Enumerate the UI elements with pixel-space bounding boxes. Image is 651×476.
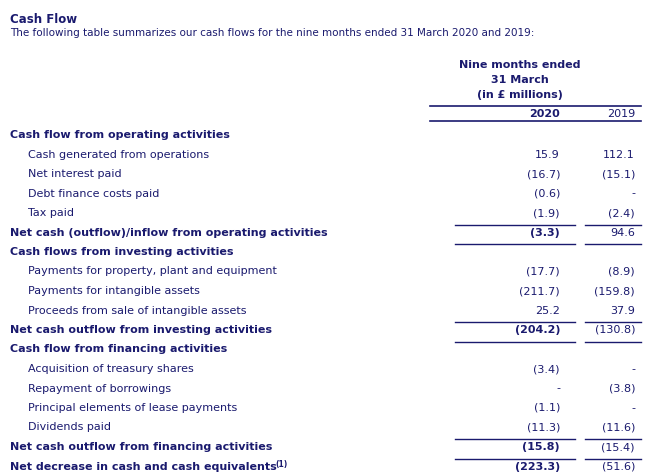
Text: (15.4): (15.4) <box>602 441 635 451</box>
Text: 2019: 2019 <box>607 109 635 119</box>
Text: (204.2): (204.2) <box>514 324 560 334</box>
Text: -: - <box>631 402 635 412</box>
Text: Cash flow from financing activities: Cash flow from financing activities <box>10 344 227 354</box>
Text: 112.1: 112.1 <box>603 149 635 159</box>
Text: (1.1): (1.1) <box>534 402 560 412</box>
Text: Net cash outflow from investing activities: Net cash outflow from investing activiti… <box>10 324 272 334</box>
Text: (211.7): (211.7) <box>519 286 560 296</box>
Text: Tax paid: Tax paid <box>28 208 74 218</box>
Text: (2.4): (2.4) <box>609 208 635 218</box>
Text: (8.9): (8.9) <box>609 266 635 276</box>
Text: (11.3): (11.3) <box>527 422 560 432</box>
Text: (15.1): (15.1) <box>602 169 635 178</box>
Text: (3.3): (3.3) <box>531 227 560 237</box>
Text: Net cash outflow from financing activities: Net cash outflow from financing activiti… <box>10 441 272 451</box>
Text: (223.3): (223.3) <box>515 461 560 470</box>
Text: Cash Flow: Cash Flow <box>10 13 77 26</box>
Text: (17.7): (17.7) <box>527 266 560 276</box>
Text: -: - <box>556 383 560 393</box>
Text: (in £ millions): (in £ millions) <box>477 90 563 100</box>
Text: Payments for intangible assets: Payments for intangible assets <box>28 286 200 296</box>
Text: Acquisition of treasury shares: Acquisition of treasury shares <box>28 363 194 373</box>
Text: The following table summarizes our cash flows for the nine months ended 31 March: The following table summarizes our cash … <box>10 28 534 38</box>
Text: (159.8): (159.8) <box>594 286 635 296</box>
Text: Proceeds from sale of intangible assets: Proceeds from sale of intangible assets <box>28 305 247 315</box>
Text: Payments for property, plant and equipment: Payments for property, plant and equipme… <box>28 266 277 276</box>
Text: 25.2: 25.2 <box>535 305 560 315</box>
Text: 15.9: 15.9 <box>535 149 560 159</box>
Text: 2020: 2020 <box>529 109 560 119</box>
Text: (51.6): (51.6) <box>602 461 635 470</box>
Text: Dividends paid: Dividends paid <box>28 422 111 432</box>
Text: Nine months ended: Nine months ended <box>459 60 581 70</box>
Text: Net cash (outflow)/inflow from operating activities: Net cash (outflow)/inflow from operating… <box>10 227 327 237</box>
Text: -: - <box>631 363 635 373</box>
Text: Net decrease in cash and cash equivalents: Net decrease in cash and cash equivalent… <box>10 461 277 470</box>
Text: (11.6): (11.6) <box>602 422 635 432</box>
Text: Cash flow from operating activities: Cash flow from operating activities <box>10 130 230 140</box>
Text: -: - <box>631 188 635 198</box>
Text: (1.9): (1.9) <box>534 208 560 218</box>
Text: (0.6): (0.6) <box>534 188 560 198</box>
Text: (3.8): (3.8) <box>609 383 635 393</box>
Text: (1): (1) <box>275 459 287 468</box>
Text: (15.8): (15.8) <box>522 441 560 451</box>
Text: Cash generated from operations: Cash generated from operations <box>28 149 209 159</box>
Text: Repayment of borrowings: Repayment of borrowings <box>28 383 171 393</box>
Text: (130.8): (130.8) <box>594 324 635 334</box>
Text: 94.6: 94.6 <box>610 227 635 237</box>
Text: Net interest paid: Net interest paid <box>28 169 122 178</box>
Text: 31 March: 31 March <box>491 75 549 85</box>
Text: (3.4): (3.4) <box>534 363 560 373</box>
Text: 37.9: 37.9 <box>610 305 635 315</box>
Text: Debt finance costs paid: Debt finance costs paid <box>28 188 159 198</box>
Text: (16.7): (16.7) <box>527 169 560 178</box>
Text: Principal elements of lease payments: Principal elements of lease payments <box>28 402 237 412</box>
Text: Cash flows from investing activities: Cash flows from investing activities <box>10 247 234 257</box>
